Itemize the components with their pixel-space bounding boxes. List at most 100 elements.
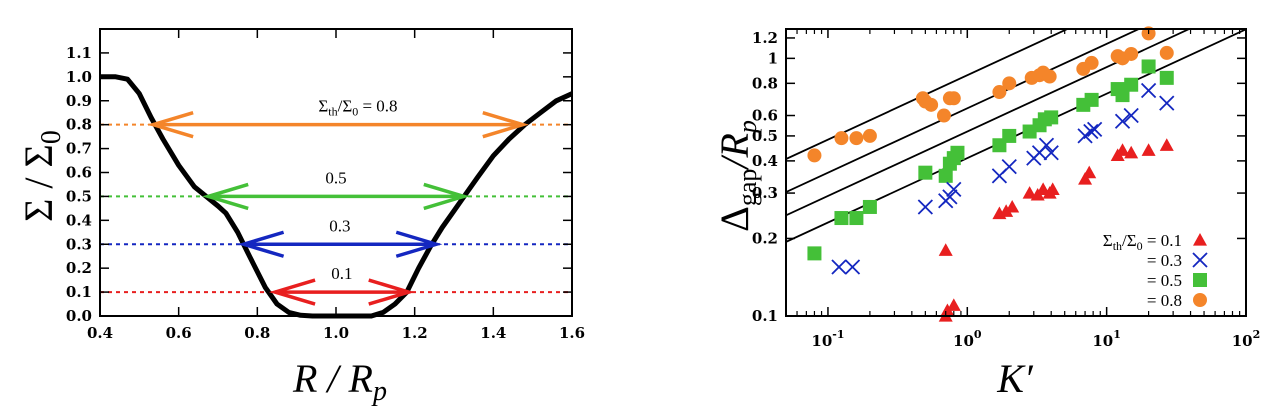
- point-square-3: [862, 199, 877, 214]
- point-circle-2: [849, 131, 864, 146]
- point-circle-6: [924, 97, 939, 112]
- point-cross-16: [1123, 107, 1139, 124]
- right-xlabel: K′: [996, 356, 1034, 401]
- fit-line-2: [786, 29, 1141, 193]
- left-ytick-label-8: 0.8: [66, 116, 92, 134]
- point-circle-20: [1124, 46, 1139, 61]
- right-ytick-label-3: 0.4: [752, 152, 778, 170]
- point-circle-22: [1159, 45, 1174, 60]
- arrow-head-right-1: [423, 182, 470, 211]
- legend-marker-0: [1193, 233, 1207, 246]
- right-axis-labels: K′ Δgap/Rp: [712, 120, 1034, 401]
- point-square-2: [849, 211, 864, 226]
- point-cross-1: [844, 259, 861, 275]
- left-ytick-label-5: 0.5: [66, 187, 92, 205]
- point-cross-15: [1114, 113, 1131, 129]
- left-axis-labels: R / Rp Σ / Σ0: [16, 130, 387, 407]
- left-ytick-label-6: 0.6: [66, 164, 92, 182]
- left-ytick-label-11: 1.1: [66, 44, 92, 62]
- point-square-14: [1044, 110, 1059, 125]
- point-square-19: [1124, 77, 1139, 92]
- point-square-16: [1084, 92, 1099, 107]
- left-ytick-label-1: 0.1: [66, 283, 92, 301]
- gap-width-scatter-chart: 10-1 100 101 102 0.1 0.2 0.3 0.4 0.5 0.6 0.8 1 1.2 Σ…: [712, 26, 1260, 401]
- arrow-head-right-0: [482, 110, 529, 139]
- threshold-labels: Σth/Σ0 = 0.8 0.5 0.3 0.1: [318, 97, 397, 283]
- point-square-5: [938, 168, 953, 183]
- point-triangle-16: [1141, 143, 1156, 156]
- legend: Σth/Σ0 = 0.1= 0.3= 0.5= 0.8: [1103, 231, 1208, 310]
- left-ytick-label-4: 0.4: [66, 211, 92, 229]
- left-xtick-label-4: 1.2: [402, 324, 428, 342]
- threshold-label-2: 0.3: [329, 216, 350, 235]
- point-square-20: [1141, 59, 1156, 74]
- legend-marker-2: [1193, 273, 1207, 287]
- left-ytick-label-2: 0.2: [66, 259, 92, 277]
- arrow-head-right-3: [368, 278, 415, 306]
- point-cross-2: [917, 199, 933, 215]
- left-xtick-label-0: 0.4: [87, 324, 113, 342]
- right-ytick-label-5: 0.6: [752, 107, 778, 125]
- right-ytick-label-1: 0.2: [752, 229, 778, 247]
- point-cross-13: [1083, 123, 1099, 140]
- point-triangle-6: [1022, 186, 1037, 199]
- arrow-head-left-2: [237, 230, 285, 258]
- point-triangle-12: [1082, 165, 1097, 179]
- point-circle-7: [936, 108, 951, 123]
- point-circle-15: [1042, 69, 1057, 84]
- arrow-head-left-0: [147, 110, 194, 139]
- right-ytick-label-8: 1.2: [752, 29, 778, 47]
- threshold-label-1: 0.5: [325, 168, 346, 187]
- legend-label-1: = 0.3: [1147, 251, 1182, 270]
- left-xtick-label-1: 0.6: [166, 324, 192, 342]
- legend-label-3: = 0.8: [1147, 291, 1182, 310]
- point-square-0: [807, 246, 822, 261]
- point-triangle-2: [946, 298, 961, 311]
- right-ytick-label-6: 0.8: [752, 74, 778, 92]
- fit-line-1: [786, 29, 1192, 217]
- right-axis-ticks: 10-1 100 101 102 0.1 0.2 0.3 0.4 0.5 0.6 0.8 1 1.2: [752, 29, 1260, 350]
- right-ytick-label-0: 0.1: [752, 307, 778, 325]
- point-square-10: [1002, 128, 1017, 143]
- point-cross-11: [1043, 145, 1059, 161]
- left-ytick-label-3: 0.3: [66, 235, 92, 253]
- right-ytick-label-2: 0.3: [752, 184, 778, 202]
- point-cross-14: [1087, 121, 1103, 138]
- point-cross-5: [946, 181, 962, 198]
- point-circle-17: [1084, 55, 1099, 70]
- right-xtick-label-0: 10-1: [811, 328, 844, 350]
- arrow-head-right-2: [395, 230, 443, 258]
- arrow-head-left-1: [202, 182, 249, 211]
- point-square-1: [834, 211, 849, 226]
- point-triangle-11: [1078, 172, 1093, 185]
- right-ylabel: Δgap/Rp: [712, 120, 762, 232]
- point-circle-11: [1002, 76, 1017, 91]
- point-square-21: [1159, 70, 1174, 85]
- point-cross-18: [1159, 95, 1175, 111]
- left-ytick-label-7: 0.7: [66, 140, 92, 158]
- scatter-points: [807, 26, 1175, 322]
- gap-profile-chart: Σth/Σ0 = 0.8 0.5 0.3 0.1 0.4 0.6 0.8 1.0 1.2 1.4…: [16, 28, 585, 407]
- point-triangle-14: [1115, 143, 1130, 156]
- point-circle-9: [946, 91, 961, 106]
- threshold-label-0: Σth/Σ0 = 0.8: [318, 97, 397, 119]
- right-ytick-label-4: 0.5: [752, 127, 778, 145]
- point-square-8: [950, 145, 965, 160]
- fit-line-3: [786, 29, 1070, 160]
- point-cross-7: [1001, 158, 1017, 175]
- fit-lines: [786, 29, 1246, 243]
- left-xtick-label-3: 1.0: [323, 324, 349, 342]
- right-xtick-label-2: 101: [1092, 328, 1121, 350]
- left-ytick-label-10: 1.0: [66, 68, 92, 86]
- point-cross-4: [942, 189, 958, 205]
- gap-width-arrows: [147, 110, 529, 306]
- point-triangle-15: [1124, 145, 1139, 159]
- left-ylabel: Σ / Σ0: [16, 130, 67, 222]
- right-plot-frame: [785, 28, 1247, 317]
- right-xtick-label-3: 102: [1232, 328, 1261, 350]
- point-triangle-18: [938, 243, 953, 256]
- legend-marker-3: [1193, 293, 1207, 307]
- legend-label-0: Σth/Σ0 = 0.1: [1103, 231, 1182, 253]
- legend-marker-1: [1192, 252, 1208, 268]
